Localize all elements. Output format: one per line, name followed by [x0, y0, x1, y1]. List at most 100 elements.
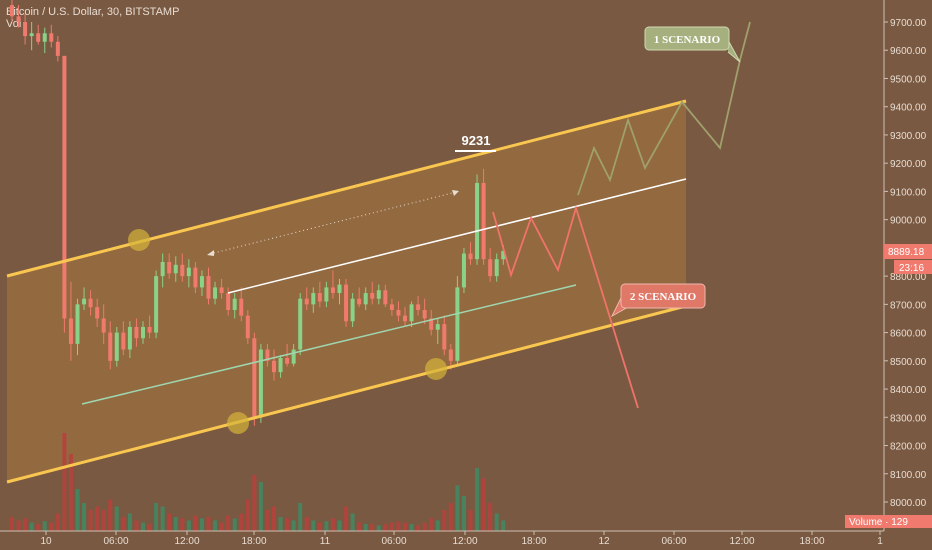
volume-bar	[475, 468, 480, 531]
volume-bar	[16, 520, 21, 531]
candle-body	[461, 253, 466, 288]
time-tick-label: 06:00	[381, 536, 406, 547]
volume-bar	[23, 518, 28, 531]
volume-bar	[154, 503, 159, 531]
candle-body	[488, 259, 493, 277]
candle-body	[114, 332, 119, 361]
candle-body	[442, 324, 447, 350]
candle-body	[186, 267, 191, 277]
volume-bar	[180, 518, 185, 531]
volume-bar	[324, 521, 329, 531]
volume-bar	[213, 520, 218, 531]
candle-body	[23, 22, 28, 37]
candle-body	[396, 310, 401, 316]
volume-bar	[304, 517, 309, 531]
candle-body	[272, 360, 276, 373]
volume-bar	[186, 520, 191, 531]
lower-trend-line	[81, 284, 577, 405]
volume-bar	[101, 510, 106, 531]
candle-body	[160, 262, 165, 277]
candle-body	[167, 262, 172, 274]
volume-bar	[272, 506, 276, 531]
candle-body	[265, 349, 270, 361]
price-tick-label: 9000.00	[890, 216, 927, 227]
price-tick-label: 8800.00	[890, 272, 927, 283]
volume-bars	[10, 433, 506, 531]
time-axis-ticks: 10 06:00 12:00 18:00 11 06:00 12:00 18:00 12 06:0…	[40, 531, 883, 547]
volume-bar	[167, 513, 172, 531]
volume-bar	[88, 510, 93, 531]
candle-body	[501, 250, 506, 260]
candle-body	[55, 41, 60, 56]
volume-bar	[481, 478, 486, 531]
price-tick-label: 9400.00	[890, 103, 927, 114]
volume-bar	[219, 522, 224, 531]
volume-bar	[121, 517, 126, 531]
volume-bar	[488, 503, 493, 531]
candle-body	[317, 293, 322, 302]
volume-bar	[75, 489, 80, 531]
volume-bar	[455, 485, 460, 531]
volume-bar	[258, 482, 263, 531]
volume-bar	[442, 510, 447, 531]
candle-body	[285, 358, 290, 364]
candle-body	[68, 318, 73, 344]
touch-point-circle	[425, 358, 447, 380]
volume-bar	[127, 513, 132, 531]
volume-bar	[396, 521, 401, 531]
volume-bar	[82, 503, 87, 531]
candle-body	[435, 324, 440, 330]
volume-badge	[845, 515, 932, 528]
candle-body	[82, 298, 87, 305]
volume-bar	[298, 503, 303, 531]
volume-bar	[252, 475, 257, 531]
candle-body	[108, 332, 113, 361]
candle-body	[62, 55, 67, 319]
price-tick-label: 9600.00	[890, 46, 927, 57]
price-axis-bg	[884, 0, 932, 550]
symbol-title: Bitcoin / U.S. Dollar, 30, BITSTAMP	[6, 6, 180, 18]
volume-bar	[435, 520, 440, 531]
volume-bar	[10, 517, 14, 531]
price-tick-label: 8000.00	[890, 498, 927, 509]
volume-bar	[245, 499, 250, 531]
time-tick-label: 18:00	[521, 536, 546, 547]
volume-bar	[49, 522, 54, 531]
price-tick-label: 9700.00	[890, 18, 927, 29]
channel-lower-line	[6, 304, 687, 484]
candle-body	[258, 349, 263, 418]
touch-point-circle	[128, 229, 150, 251]
volume-bar	[363, 524, 368, 531]
volume-bar	[409, 524, 414, 531]
channel-upper-line	[6, 99, 687, 278]
candle-body	[206, 276, 211, 299]
volume-bar	[239, 513, 244, 531]
candle-body	[180, 264, 185, 277]
scenario-1-pointer	[727, 39, 741, 63]
volume-bar	[36, 524, 41, 531]
candle-body	[468, 253, 473, 260]
countdown-value: 23:16	[899, 263, 924, 274]
candle-body	[429, 318, 434, 330]
candle-body	[278, 358, 283, 373]
candle-body	[193, 267, 198, 288]
time-tick-label: 12:00	[452, 536, 477, 547]
measure-arrow-right	[452, 190, 459, 196]
candle-body	[121, 332, 126, 350]
time-tick-label: 12:00	[729, 536, 754, 547]
last-price-value: 8889.18	[888, 247, 925, 258]
candle-body	[199, 276, 204, 288]
candle-body	[239, 298, 244, 316]
candle-body	[337, 284, 342, 294]
scenario-2-path	[492, 204, 639, 409]
price-tick-label: 9200.00	[890, 159, 927, 170]
candle-body	[213, 287, 218, 299]
candle-body	[291, 349, 296, 364]
candle-body	[42, 33, 47, 42]
candle-body	[298, 298, 303, 350]
volume-bar	[141, 522, 145, 531]
candle-body	[252, 338, 257, 418]
candle-body	[475, 182, 480, 260]
